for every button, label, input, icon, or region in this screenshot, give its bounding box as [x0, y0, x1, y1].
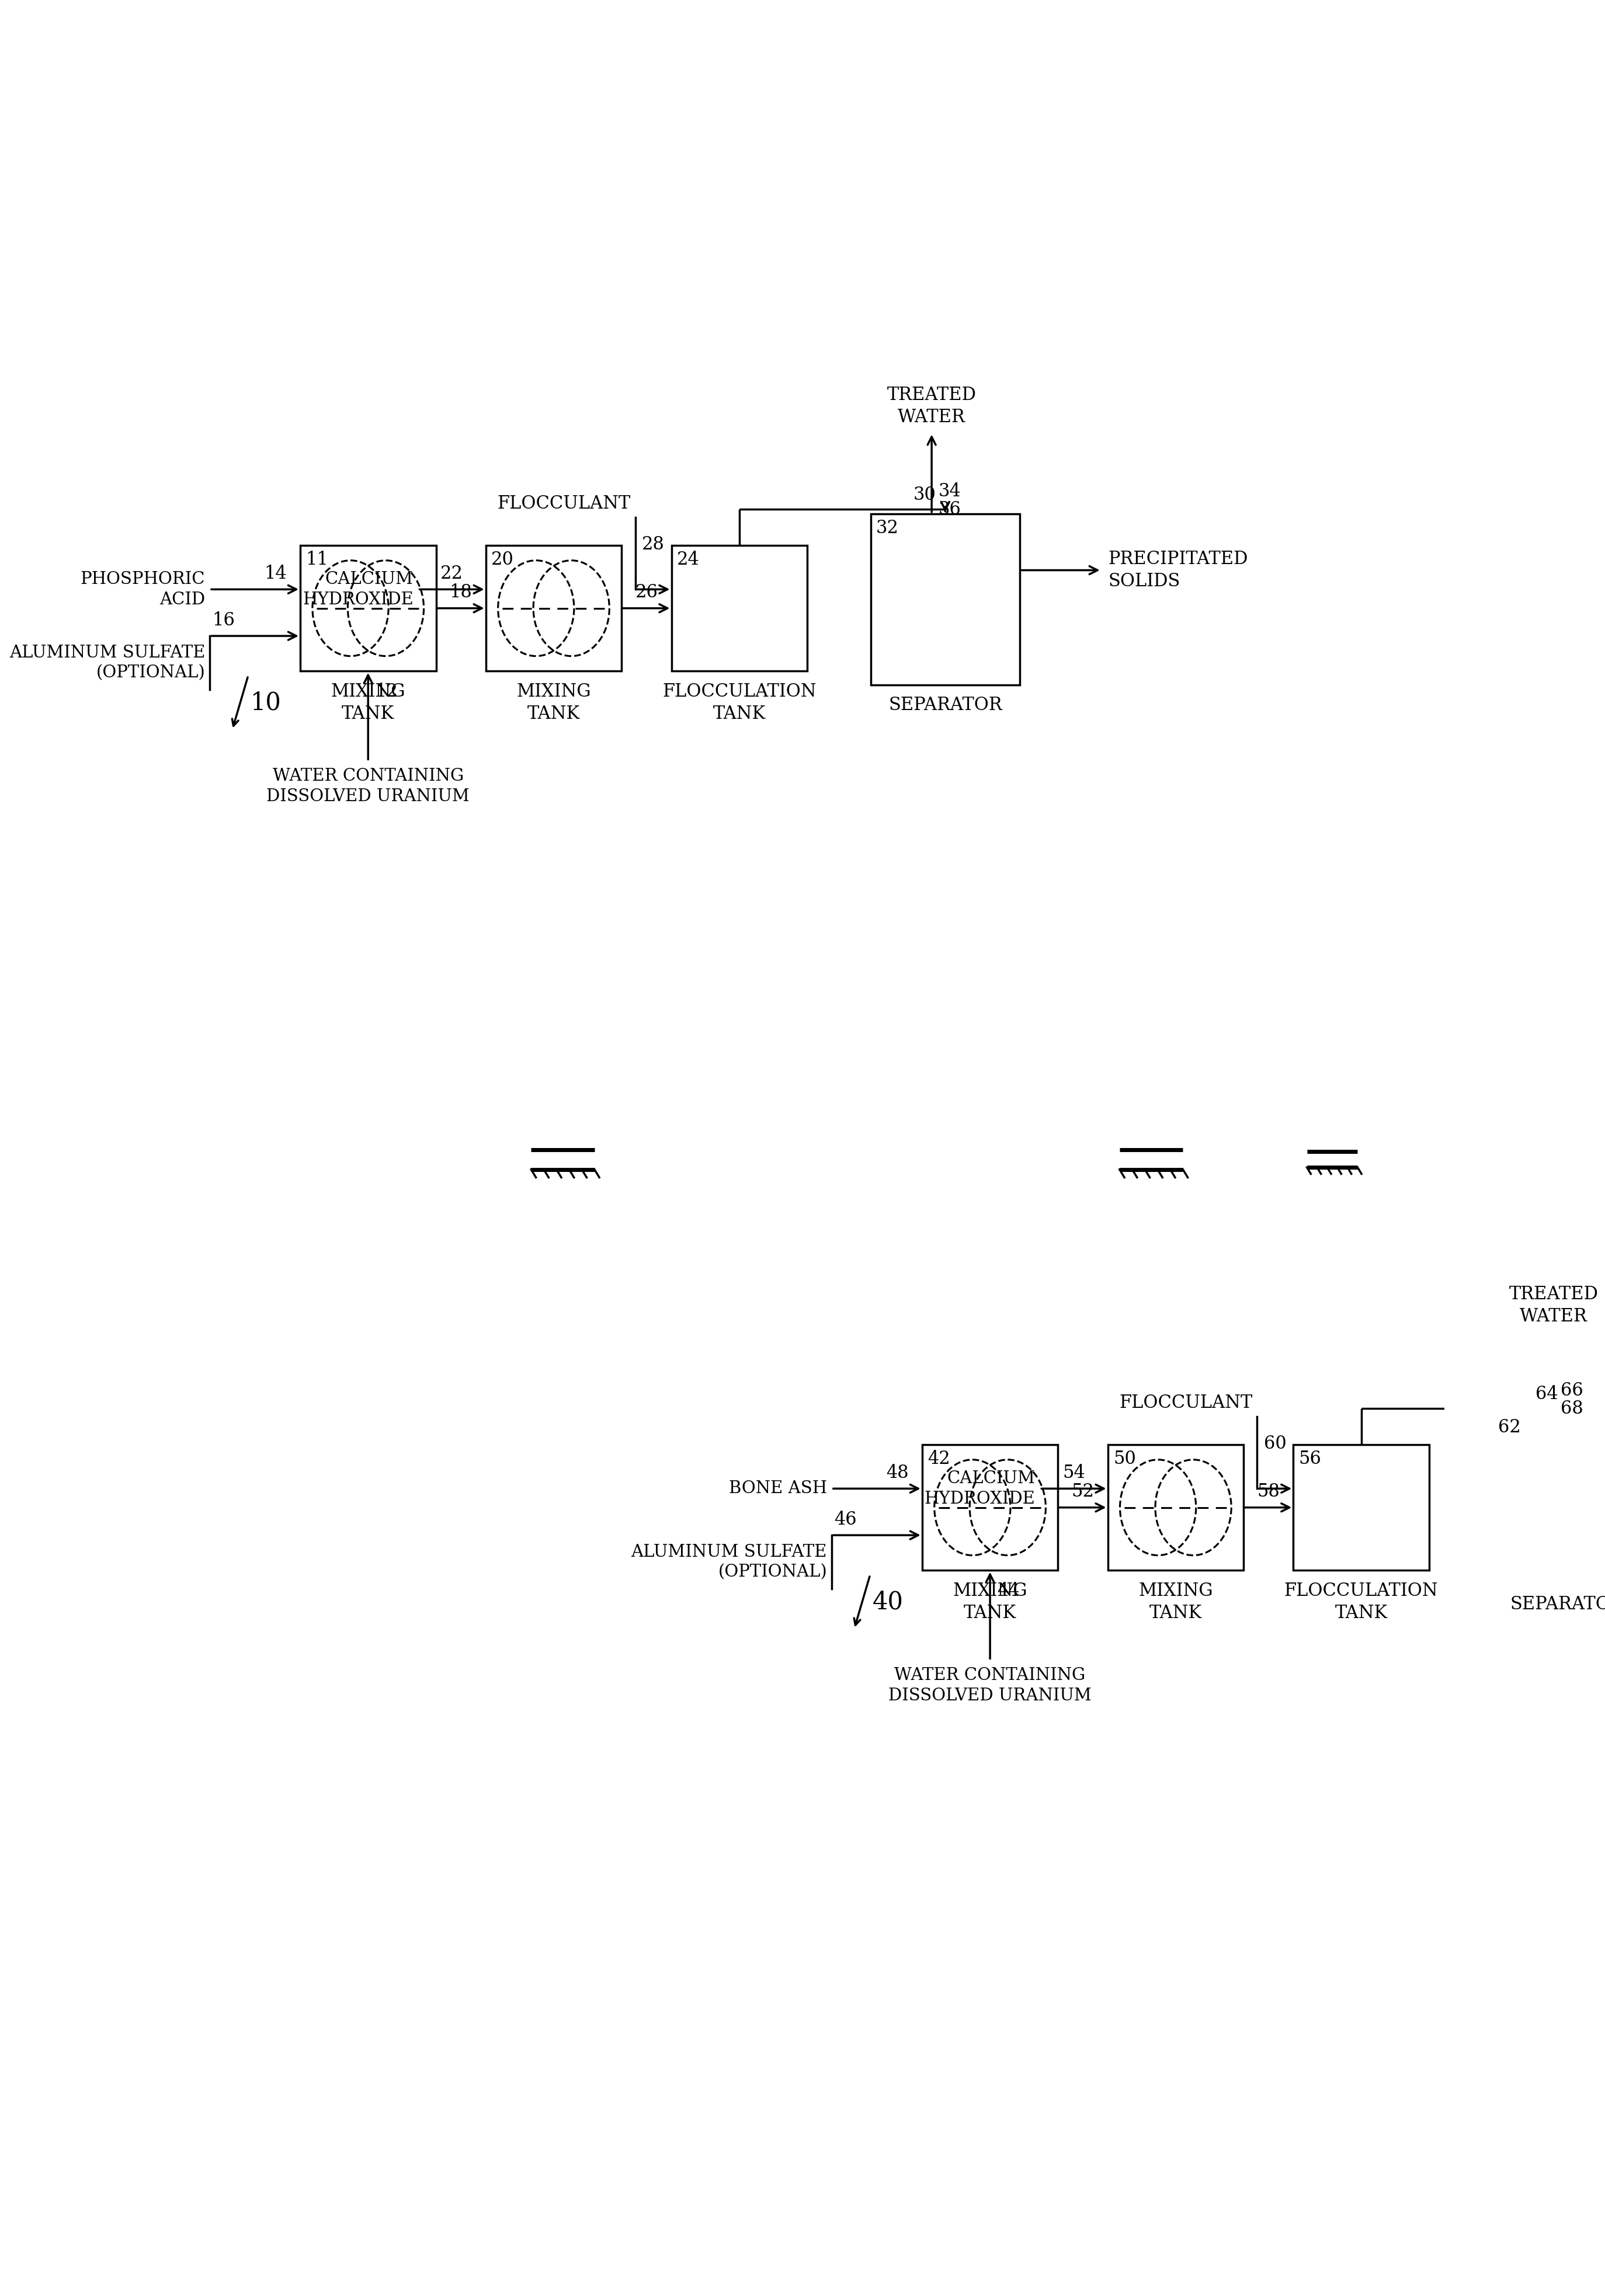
Text: BONE ASH: BONE ASH	[729, 1481, 827, 1497]
Text: 26: 26	[636, 583, 658, 602]
Text: 16: 16	[212, 611, 234, 629]
Text: SEPARATOR: SEPARATOR	[888, 696, 1002, 714]
Text: 46: 46	[835, 1511, 857, 1529]
Text: 14: 14	[263, 565, 287, 583]
Text: 40: 40	[873, 1589, 904, 1614]
Text: 52: 52	[1072, 1483, 1095, 1502]
Bar	[1107, 1444, 1244, 1570]
Text: FLOCCULANT: FLOCCULANT	[498, 496, 631, 512]
Bar	[923, 1444, 1058, 1570]
Text: 56: 56	[1298, 1451, 1321, 1467]
Text: MIXING
TANK: MIXING TANK	[517, 682, 591, 723]
Text: 44: 44	[997, 1582, 1019, 1600]
Text: CALCIUM
HYDROXIDE: CALCIUM HYDROXIDE	[302, 572, 414, 608]
Bar	[486, 544, 621, 670]
Text: ALUMINUM SULFATE
(OPTIONAL): ALUMINUM SULFATE (OPTIONAL)	[10, 645, 205, 682]
Text: 68: 68	[1560, 1401, 1583, 1417]
Text: 28: 28	[642, 535, 664, 553]
Text: FLOCCULANT: FLOCCULANT	[1119, 1394, 1252, 1412]
Text: 20: 20	[491, 551, 514, 569]
Text: CALCIUM
HYDROXIDE: CALCIUM HYDROXIDE	[924, 1469, 1035, 1506]
Text: MIXING
TANK: MIXING TANK	[331, 682, 406, 723]
Text: WATER CONTAINING
DISSOLVED URANIUM: WATER CONTAINING DISSOLVED URANIUM	[889, 1667, 1091, 1704]
Text: 18: 18	[449, 583, 472, 602]
Text: 50: 50	[1114, 1451, 1136, 1467]
Text: 24: 24	[677, 551, 700, 569]
Text: 64: 64	[1536, 1384, 1558, 1403]
Text: TREATED
WATER: TREATED WATER	[1509, 1286, 1599, 1325]
Text: 66: 66	[1560, 1382, 1583, 1401]
Text: PHOSPHORIC
ACID: PHOSPHORIC ACID	[80, 572, 205, 608]
Text: MIXING
TANK: MIXING TANK	[1138, 1582, 1213, 1621]
Text: FLOCCULATION
TANK: FLOCCULATION TANK	[663, 682, 817, 723]
Bar	[300, 544, 437, 670]
Text: 22: 22	[440, 565, 464, 583]
Text: ALUMINUM SULFATE
(OPTIONAL): ALUMINUM SULFATE (OPTIONAL)	[631, 1543, 827, 1580]
Bar	[870, 514, 1019, 684]
Text: 48: 48	[886, 1465, 908, 1481]
Text: SEPARATOR: SEPARATOR	[1510, 1596, 1605, 1614]
Text: 60: 60	[1263, 1435, 1287, 1453]
Text: 54: 54	[1063, 1465, 1085, 1481]
Text: TREATED
WATER: TREATED WATER	[888, 386, 976, 427]
Text: 36: 36	[939, 501, 961, 519]
Bar	[671, 544, 807, 670]
Text: 10: 10	[250, 691, 281, 714]
Text: 32: 32	[876, 519, 899, 537]
Text: WATER CONTAINING
DISSOLVED URANIUM: WATER CONTAINING DISSOLVED URANIUM	[266, 767, 470, 804]
Text: 34: 34	[939, 482, 961, 501]
Text: 58: 58	[1257, 1483, 1279, 1502]
Bar	[1493, 1412, 1605, 1584]
Bar	[1294, 1444, 1428, 1570]
Text: 12: 12	[376, 682, 398, 700]
Text: 42: 42	[928, 1451, 950, 1467]
Text: MIXING
TANK: MIXING TANK	[953, 1582, 1027, 1621]
Text: 62: 62	[1497, 1419, 1520, 1437]
Text: 30: 30	[913, 487, 936, 503]
Text: FLOCCULATION
TANK: FLOCCULATION TANK	[1284, 1582, 1438, 1621]
Text: PRECIPITATED
SOLIDS: PRECIPITATED SOLIDS	[1107, 551, 1249, 590]
Text: 11: 11	[305, 551, 329, 569]
